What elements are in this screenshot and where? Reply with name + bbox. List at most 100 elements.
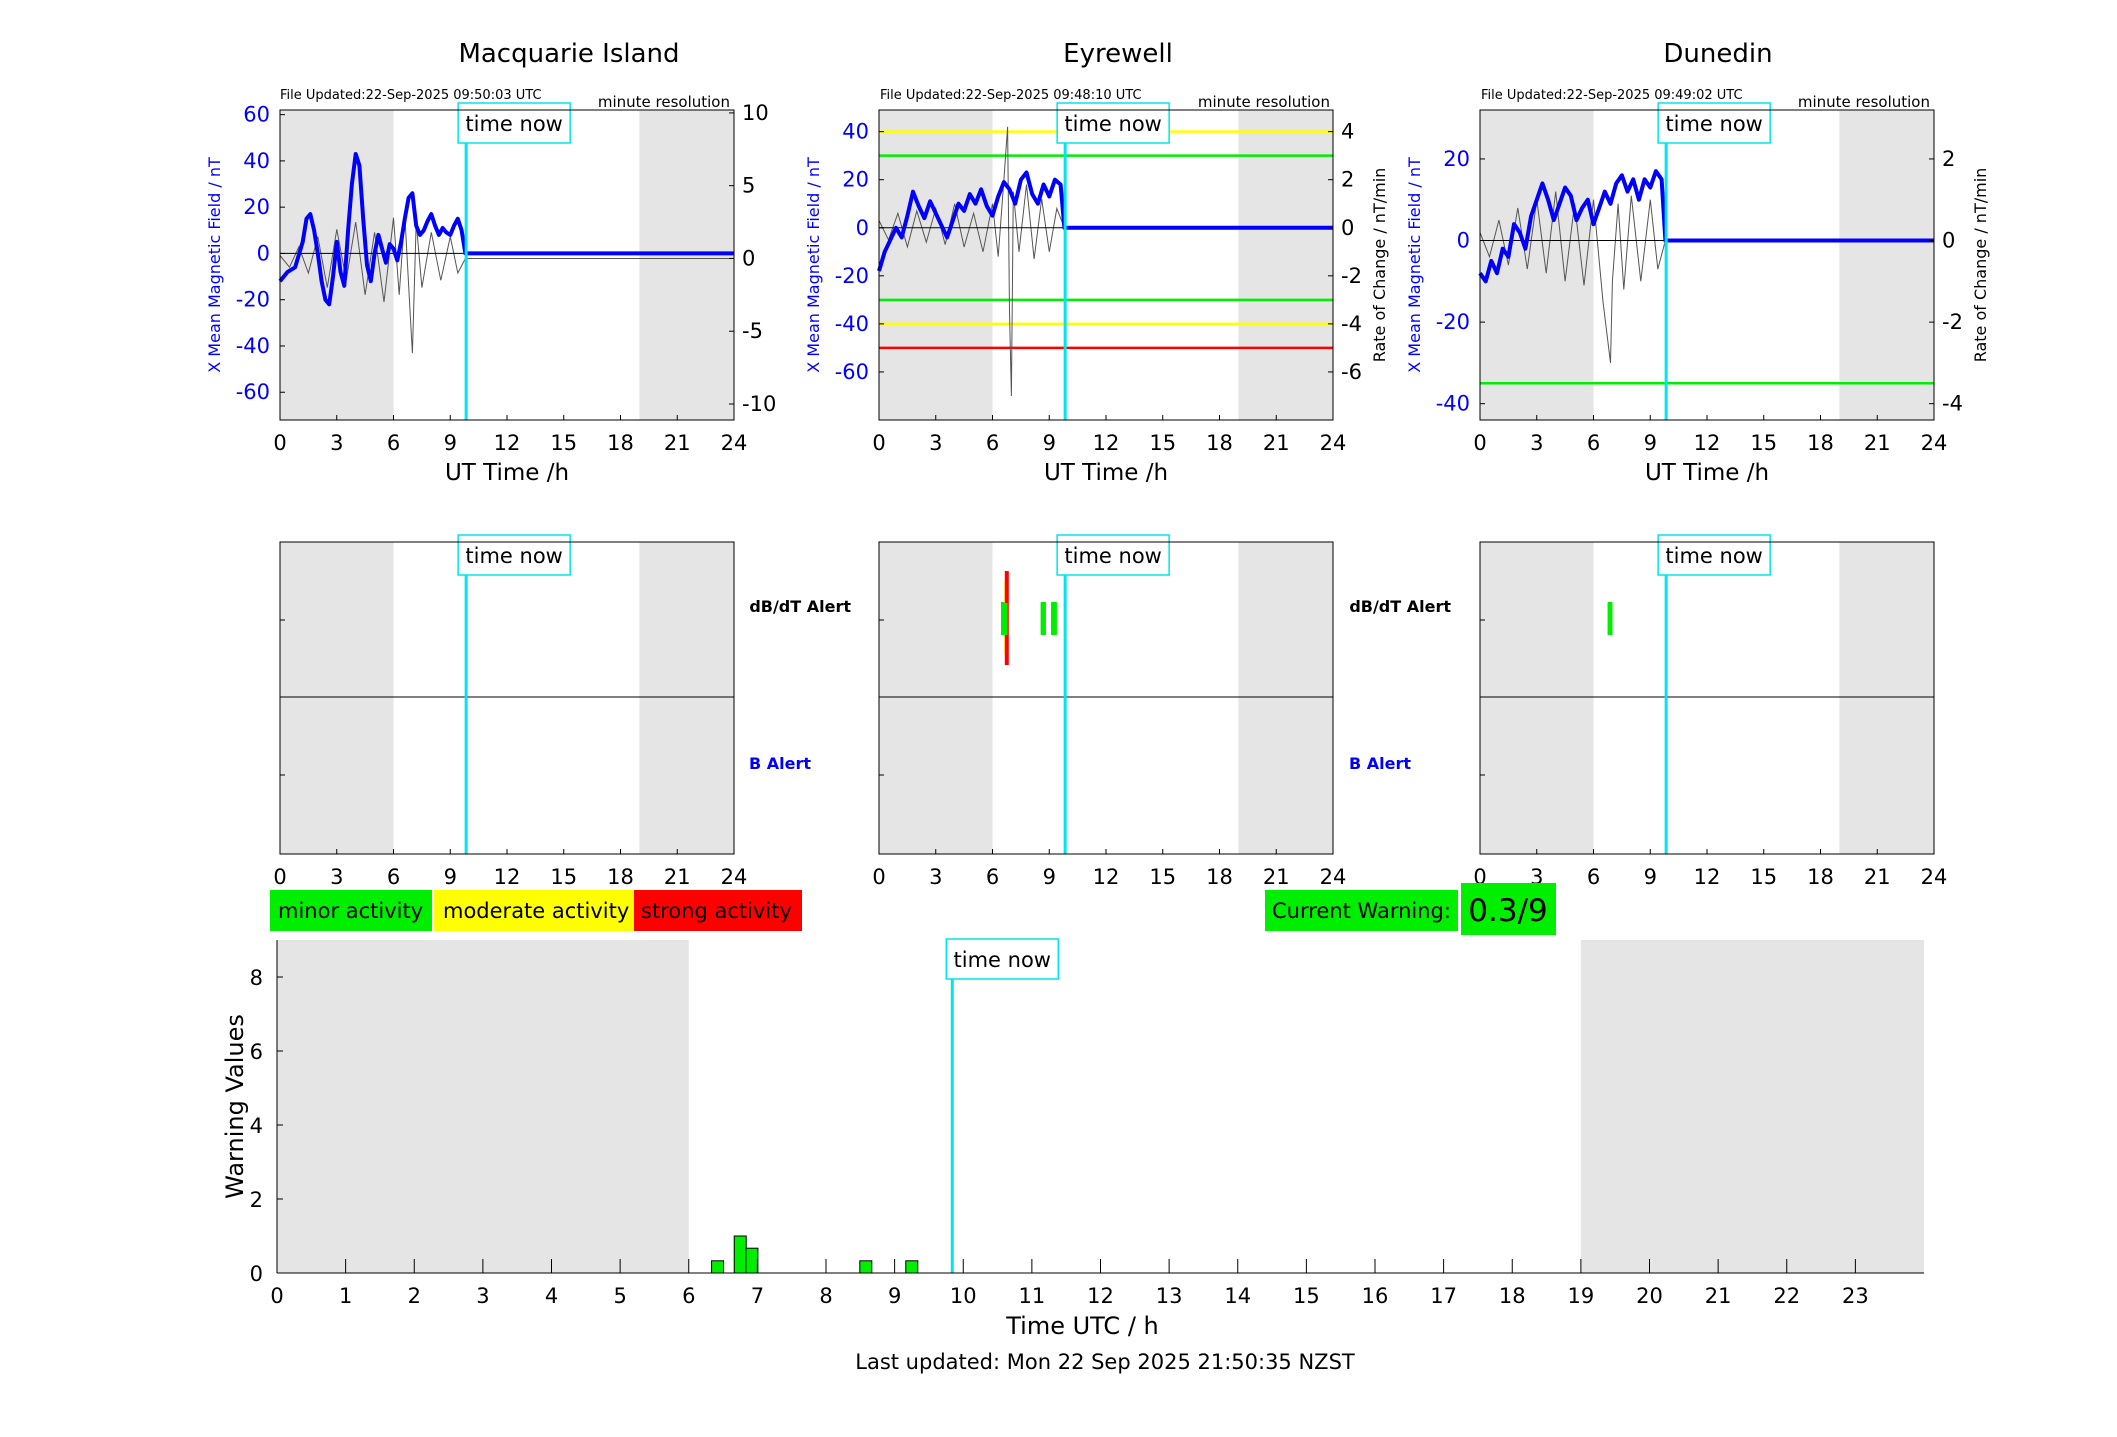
x-tick-label: 0: [273, 431, 286, 455]
activity-legend: minor activity moderate activity strong …: [270, 890, 802, 931]
right-y-tick-label: 10: [742, 101, 769, 125]
x-tick-label: 6: [1587, 865, 1600, 889]
dbdt-alert-label-2: dB/dT Alert: [1349, 597, 1451, 616]
current-warning-value-box: [1461, 883, 1556, 935]
right-y-tick-label: 4: [1341, 120, 1354, 144]
left-y-tick-label: 0: [257, 241, 270, 265]
night-shade: [639, 110, 734, 420]
x-tick-label: 3: [1530, 431, 1543, 455]
current-warning: Current Warning: 0.3/9: [1265, 883, 1556, 935]
x-tick-label: 15: [1293, 1284, 1320, 1308]
y-tick-label: 0: [250, 1262, 263, 1286]
x-tick-label: 16: [1362, 1284, 1389, 1308]
rate-of-change-line: [1479, 191, 1934, 363]
x-tick-label: 24: [721, 865, 748, 889]
b-alert-label-1: B Alert: [749, 754, 811, 773]
left-y-tick-label: 0: [856, 216, 869, 240]
x-tick-label: 6: [986, 865, 999, 889]
x-tick-label: 6: [387, 431, 400, 455]
time-now-label: time now: [1665, 112, 1762, 136]
left-y-tick-label: -60: [236, 380, 270, 404]
x-tick-label: 24: [1320, 865, 1347, 889]
alert-panel-macquarie: time now 0 3 6 9 12 15 18 21 24: [273, 534, 748, 889]
x-tick-label: 2: [408, 1284, 421, 1308]
right-y-tick-label: -2: [1341, 264, 1362, 288]
x-tick-label: 18: [1807, 431, 1834, 455]
x-tick-label: 9: [1043, 431, 1056, 455]
left-y-tick-label: 40: [243, 149, 270, 173]
x-tick-label: 3: [330, 431, 343, 455]
warning-bar: [733, 1235, 747, 1274]
resolution-label-eyrewell: minute resolution: [1198, 93, 1330, 111]
x-tick-label: 12: [1694, 865, 1721, 889]
night-shade: [1580, 940, 1924, 1273]
file-updated-macquarie: File Updated:22-Sep-2025 09:50:03 UTC: [280, 88, 542, 103]
resolution-label-dunedin: minute resolution: [1798, 93, 1930, 111]
resolution-label-macquarie: minute resolution: [598, 93, 730, 111]
x-tick-label: 12: [494, 865, 521, 889]
y-tick-label: 4: [250, 1114, 263, 1138]
dbdt-alert-bar-minor-overlay: [1607, 603, 1613, 635]
left-y-tick-label: 20: [243, 195, 270, 219]
x-tick-label: 18: [1206, 865, 1233, 889]
x-tick-label: 6: [986, 431, 999, 455]
file-updated-eyrewell: File Updated:22-Sep-2025 09:48:10 UTC: [880, 88, 1142, 103]
magnetic-field-line: [278, 152, 734, 307]
x-tick-label: 6: [387, 865, 400, 889]
last-updated: Last updated: Mon 22 Sep 2025 21:50:35 N…: [855, 1350, 1355, 1374]
x-axis-label: Time UTC / h: [1005, 1312, 1159, 1340]
x-tick-label: 0: [1473, 431, 1486, 455]
x-tick-label: 21: [1864, 865, 1891, 889]
x-tick-label: 18: [607, 865, 634, 889]
x-tick-label: 18: [1206, 431, 1233, 455]
x-tick-label: 5: [613, 1284, 626, 1308]
x-axis-label: UT Time /h: [1645, 460, 1769, 486]
field-panel-macquarie: time now 0 3 6 9 12 15 18 21 24 UT Time /h -60 -40 -2…: [205, 101, 776, 486]
right-y-tick-label: 5: [742, 174, 755, 198]
night-shade: [1238, 110, 1333, 420]
x-tick-label: 9: [888, 1284, 901, 1308]
night-shade: [639, 542, 734, 854]
warning-bar: [859, 1260, 873, 1274]
night-shade: [1839, 110, 1934, 420]
x-tick-label: 7: [751, 1284, 764, 1308]
right-y-tick-label: -2: [1942, 310, 1963, 334]
current-warning-label-box: [1265, 890, 1458, 931]
rate-of-change-line: [878, 126, 1333, 397]
x-tick-label: 13: [1156, 1284, 1183, 1308]
warning-bar: [745, 1247, 759, 1274]
x-tick-label: 3: [476, 1284, 489, 1308]
right-y-tick-label: 0: [1341, 216, 1354, 240]
alert-panel-eyrewell: time now 0 3 6 9 12 15 18 21 24: [872, 534, 1347, 889]
time-now-label: time now: [465, 544, 562, 568]
x-tick-label: 3: [330, 865, 343, 889]
x-tick-label: 21: [1263, 865, 1290, 889]
x-tick-label: 0: [270, 1284, 283, 1308]
x-tick-label: 0: [872, 431, 885, 455]
x-tick-label: 24: [1320, 431, 1347, 455]
x-tick-label: 12: [494, 431, 521, 455]
current-warning-value: 0.3/9: [1468, 893, 1547, 929]
night-shade: [879, 110, 993, 420]
x-tick-label: 15: [1750, 431, 1777, 455]
magnetic-field-line: [877, 170, 1333, 272]
dbdt-alert-bar-minor-overlay: [1001, 603, 1008, 635]
night-shade: [277, 940, 689, 1273]
x-tick-label: 4: [545, 1284, 558, 1308]
right-y-tick-label: -5: [742, 319, 763, 343]
legend-moderate-label: moderate activity: [443, 899, 629, 923]
x-tick-label: 19: [1568, 1284, 1595, 1308]
current-warning-label: Current Warning:: [1272, 899, 1451, 923]
x-tick-label: 6: [682, 1284, 695, 1308]
station-title-dunedin: Dunedin: [1663, 39, 1772, 69]
right-y-tick-label: 2: [1942, 147, 1955, 171]
x-tick-label: 18: [1807, 865, 1834, 889]
right-y-tick-label: -6: [1341, 360, 1362, 384]
x-axis-label: UT Time /h: [445, 460, 569, 486]
left-y-tick-label: -40: [1436, 392, 1470, 416]
x-tick-label: 24: [1921, 865, 1948, 889]
x-tick-label: 12: [1694, 431, 1721, 455]
